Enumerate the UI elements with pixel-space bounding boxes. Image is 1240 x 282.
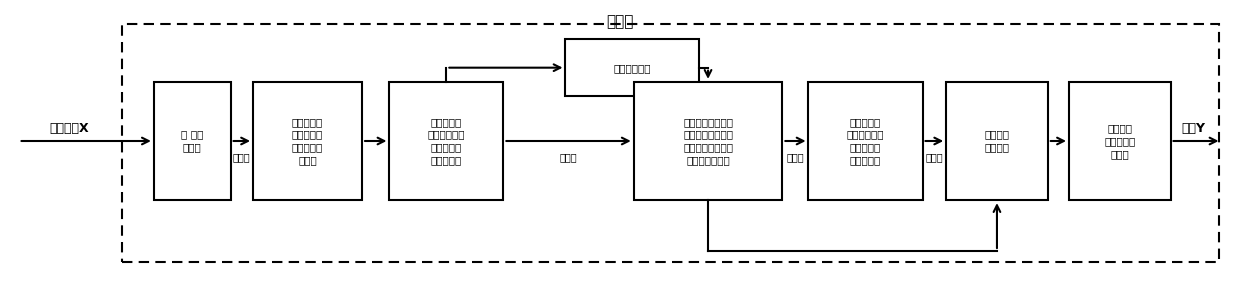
Text: 测量端: 测量端 bbox=[606, 14, 634, 29]
Text: 图像块: 图像块 bbox=[233, 152, 250, 162]
Text: 多方向预
测，量化，
熵编码: 多方向预 测，量化， 熵编码 bbox=[1104, 123, 1136, 159]
Bar bbox=[253, 82, 362, 200]
Bar bbox=[808, 82, 923, 200]
Text: 目标图像X: 目标图像X bbox=[50, 122, 89, 135]
Bar bbox=[565, 39, 699, 96]
Text: 观测值统计器: 观测值统计器 bbox=[614, 63, 651, 73]
Bar bbox=[154, 82, 231, 200]
Bar bbox=[122, 24, 1219, 262]
Bar bbox=[634, 82, 782, 200]
Text: 测量率分配器按观
测值间量的均值加
权，为各种块类别
分配优化测量率: 测量率分配器按观 测值间量的均值加 权，为各种块类别 分配优化测量率 bbox=[683, 117, 733, 165]
Text: 缓存各块
的观测值: 缓存各块 的观测值 bbox=[985, 130, 1009, 152]
Text: 观测值: 观测值 bbox=[786, 152, 805, 162]
Text: 码流Y: 码流Y bbox=[1182, 122, 1205, 135]
Bar bbox=[946, 82, 1048, 200]
Text: 基于初始测
量率，交叉子
集按螺旋次
序逐块观测: 基于初始测 量率，交叉子 集按螺旋次 序逐块观测 bbox=[428, 117, 465, 165]
Text: 分 块，
分类别: 分 块， 分类别 bbox=[181, 130, 203, 152]
Bar bbox=[1069, 82, 1171, 200]
Text: 基于优化测
量率，剩余块
集按螺旋次
序逐块观测: 基于优化测 量率，剩余块 集按螺旋次 序逐块观测 bbox=[847, 117, 884, 165]
Text: 块集划分，
各块归入交
叉子集或剩
余块集: 块集划分， 各块归入交 叉子集或剩 余块集 bbox=[291, 117, 324, 165]
Text: 观测值: 观测值 bbox=[925, 152, 944, 162]
Text: 观测值: 观测值 bbox=[559, 152, 578, 162]
Bar bbox=[389, 82, 503, 200]
